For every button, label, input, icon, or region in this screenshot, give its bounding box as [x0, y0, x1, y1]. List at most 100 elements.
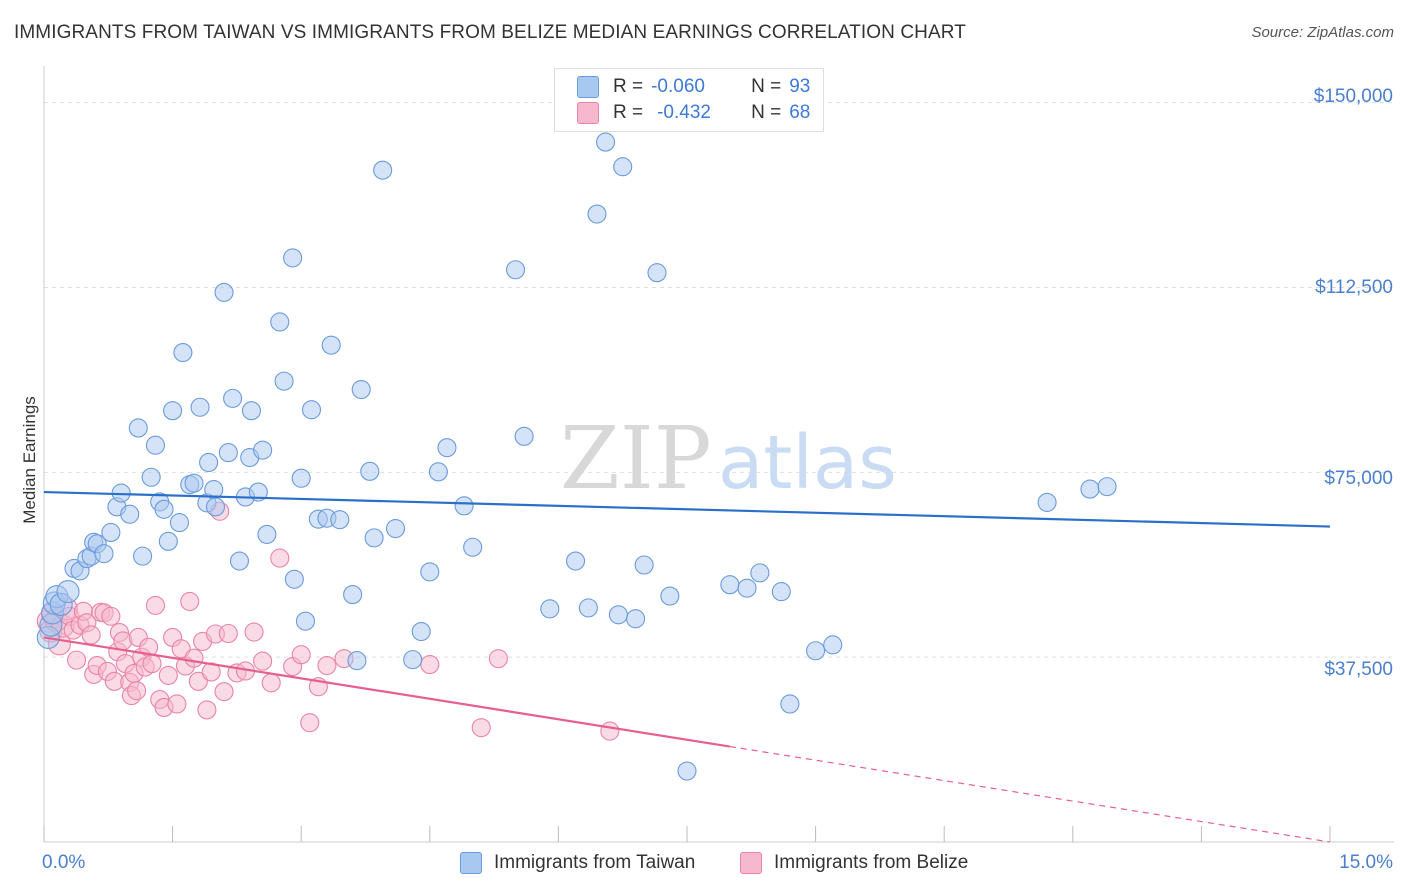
taiwan-point: [364, 528, 384, 548]
belize-point: [300, 713, 320, 733]
legend-label-taiwan: Immigrants from Taiwan: [494, 852, 696, 873]
taiwan-point: [184, 473, 204, 493]
taiwan-point: [169, 513, 190, 533]
taiwan-point: [373, 160, 393, 180]
y-tick-label: $75,000: [1324, 468, 1393, 489]
legend-item-belize[interactable]: Immigrants from Belize: [740, 852, 968, 874]
belize-point: [291, 645, 311, 665]
taiwan-point: [330, 510, 350, 530]
taiwan-point: [660, 586, 680, 606]
watermark-zip: ZIP: [560, 409, 712, 509]
taiwan-point: [420, 562, 440, 582]
belize-point: [214, 682, 234, 702]
taiwan-point: [351, 379, 371, 400]
taiwan-point: [720, 575, 740, 595]
taiwan-point: [385, 518, 406, 539]
belize-point: [317, 655, 337, 676]
belize-point: [167, 694, 187, 714]
belize-point: [218, 623, 238, 644]
taiwan-point: [321, 335, 341, 355]
taiwan-point: [101, 522, 121, 543]
taiwan-point: [565, 551, 586, 571]
stats-legend: R = -0.060 N = 93 R = -0.432 N = 68: [554, 68, 824, 132]
x-tick-label: 0.0%: [42, 852, 86, 873]
taiwan-point: [241, 401, 262, 421]
taiwan-point: [403, 650, 423, 670]
belize-point: [188, 671, 208, 691]
belize-point: [184, 648, 204, 668]
taiwan-point: [750, 563, 770, 583]
taiwan-point: [677, 761, 697, 781]
taiwan-point: [145, 435, 166, 455]
chart-source: Source: ZipAtlas.com: [1251, 24, 1394, 41]
taiwan-point: [806, 641, 826, 661]
taiwan-points: [36, 132, 1117, 781]
belize-point: [244, 622, 264, 642]
r-value: -0.432: [657, 102, 711, 123]
n-label: N =: [751, 102, 782, 123]
belize-point: [113, 631, 133, 651]
taiwan-point: [214, 282, 234, 302]
belize-points: [36, 501, 620, 741]
belize-point: [197, 700, 217, 720]
taiwan-point: [56, 580, 80, 604]
taiwan-point: [505, 260, 526, 280]
r-label: R =: [613, 102, 644, 123]
belize-point: [600, 721, 620, 741]
watermark-atlas: atlas: [718, 420, 897, 506]
belize-trend-line: [43, 636, 731, 748]
taiwan-point: [173, 342, 193, 363]
taiwan-point: [284, 569, 304, 589]
taiwan-point: [1097, 477, 1117, 497]
belize-point: [261, 673, 281, 693]
belize-swatch: [740, 852, 762, 874]
trend-lines: [43, 490, 1331, 843]
taiwan-point: [596, 132, 616, 152]
taiwan-point: [133, 546, 153, 566]
belize-point: [142, 654, 162, 674]
taiwan-point: [229, 551, 250, 571]
belize-point: [471, 718, 491, 738]
belize-point: [127, 681, 147, 701]
taiwan-point: [647, 263, 667, 283]
taiwan-swatch: [577, 76, 599, 98]
taiwan-point: [291, 468, 311, 488]
y-axis-label: Median Earnings: [20, 396, 39, 524]
taiwan-point: [154, 499, 174, 519]
n-label: N =: [751, 76, 782, 97]
stats-legend-taiwan: R = -0.060 N = 93: [577, 74, 810, 100]
taiwan-trend-line: [43, 490, 1331, 528]
belize-point: [253, 651, 273, 671]
taiwan-point: [780, 694, 800, 714]
legend-item-taiwan[interactable]: Immigrants from Taiwan: [460, 852, 695, 874]
r-label: R =: [613, 76, 644, 97]
taiwan-point: [737, 578, 757, 598]
taiwan-point: [295, 611, 316, 631]
n-value: 93: [789, 76, 811, 97]
taiwan-point: [218, 443, 238, 463]
taiwan-point: [163, 401, 183, 421]
taiwan-point: [199, 452, 219, 473]
stats-legend-belize: R = -0.432 N = 68: [577, 100, 810, 126]
taiwan-point: [347, 651, 367, 671]
taiwan-point: [205, 497, 226, 517]
taiwan-point: [540, 599, 560, 619]
taiwan-point: [771, 582, 791, 602]
belize-point: [488, 649, 508, 669]
y-tick-label: $112,500: [1315, 277, 1393, 298]
gridlines: [44, 102, 1394, 658]
taiwan-point: [158, 531, 178, 551]
taiwan-point: [514, 426, 534, 446]
r-value: -0.060: [651, 76, 705, 97]
n-value: 68: [789, 102, 811, 123]
taiwan-point: [411, 621, 431, 642]
y-tick-label: $150,000: [1313, 86, 1393, 107]
taiwan-point: [587, 204, 607, 224]
taiwan-point: [634, 555, 654, 575]
belize-point: [101, 606, 121, 626]
taiwan-point: [274, 371, 294, 391]
belize-point: [180, 591, 200, 612]
taiwan-point: [608, 605, 628, 625]
taiwan-point: [283, 248, 303, 268]
y-tick-label: $37,500: [1324, 659, 1393, 680]
